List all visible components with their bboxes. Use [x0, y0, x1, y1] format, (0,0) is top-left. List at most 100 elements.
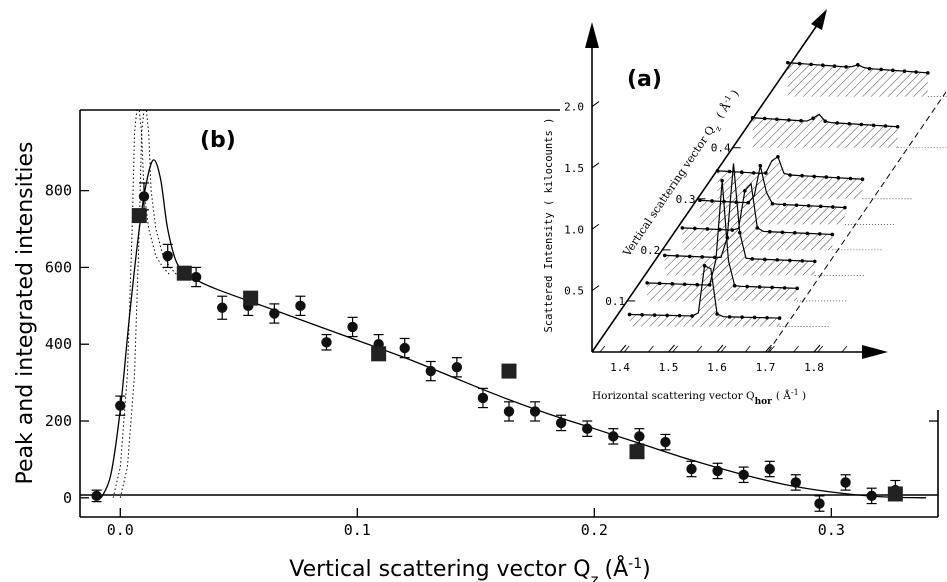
a-trace-point: [782, 286, 787, 290]
b-square-point: [243, 290, 259, 306]
b-ylabel: Peak and integrated intensities: [13, 142, 38, 485]
a-xtick-label: 1.8: [804, 361, 824, 374]
a-xtick-minor: [720, 345, 727, 353]
a-trace-point: [770, 201, 775, 206]
a-trace-point: [871, 123, 876, 128]
a-xtick: [668, 344, 675, 353]
b-square-points: [131, 208, 903, 502]
a-xtick-minor: [696, 345, 703, 353]
a-trace-point: [806, 203, 811, 208]
a-ytick-label: 1.0: [564, 223, 584, 236]
a-trace-point: [734, 200, 738, 204]
a-trace-point: [832, 64, 837, 68]
b-square-point: [501, 363, 517, 379]
a-intensity-arrow: [585, 22, 599, 48]
b-xlabel: Vertical scattering vector Qz (Å-1): [289, 555, 650, 582]
a-trace-point: [757, 285, 762, 289]
a-trace-point: [665, 313, 669, 318]
b-ytick-label: 800: [45, 182, 72, 200]
a-trace-hatch: [752, 114, 898, 148]
a-trace-point: [682, 282, 687, 287]
a-trace-point: [745, 284, 749, 289]
b-circle-point: [608, 431, 619, 442]
a-ylabel: Scattered Intensity ( kilocounts ): [543, 118, 555, 333]
a-trace-point: [765, 315, 769, 320]
a-trace-point: [782, 202, 787, 207]
a-trace-point: [800, 173, 804, 178]
a-ztick-label: 0.4: [711, 142, 731, 155]
a-trace-point: [722, 199, 726, 204]
a-xtick-minor: [648, 345, 654, 353]
a-trace-point: [657, 281, 662, 286]
a-trace-hatch: [699, 165, 845, 225]
b-ytick-label: 0: [63, 489, 72, 507]
a-trace-point: [670, 282, 674, 286]
a-horizontal-arrow: [862, 345, 888, 359]
a-trace-point: [830, 232, 835, 237]
a-trace-point: [809, 62, 813, 67]
a-trace-point: [800, 259, 805, 263]
a-xtick-minor: [769, 345, 775, 353]
b-circle-point: [738, 469, 749, 480]
a-trace-point: [823, 119, 827, 124]
b-dotted-line-2: [112, 109, 171, 498]
b-circle-point: [814, 498, 825, 509]
b-circle-point: [764, 463, 775, 475]
a-trace-point: [752, 315, 757, 320]
a-xtick-minor: [672, 345, 678, 353]
b-circle-point: [634, 431, 645, 442]
a-trace-point: [739, 170, 744, 175]
b-circle-point: [686, 463, 697, 475]
a-trace-point: [751, 171, 756, 175]
a-trace-point: [770, 285, 774, 290]
a-trace-hatch: [664, 163, 815, 276]
a-trace-point: [675, 254, 680, 258]
panel-a-label: (a): [627, 67, 662, 92]
b-circle-point: [866, 490, 877, 502]
a-trace-point: [794, 203, 799, 207]
a-ztick-label: 0.3: [676, 193, 696, 206]
a-trace-point: [836, 176, 841, 180]
a-trace-point: [847, 121, 852, 126]
a-trace-point: [795, 286, 799, 291]
a-trace-point: [727, 169, 732, 174]
b-circle-point: [425, 365, 436, 377]
a-trace-point: [824, 175, 829, 179]
b-xtick-label: 0.1: [344, 521, 371, 539]
a-ytick-label: 2.0: [564, 101, 584, 114]
a-trace-point: [712, 255, 717, 260]
a-ytick: [591, 285, 600, 292]
a-qz-axis: [591, 17, 823, 353]
a-trace-point: [780, 230, 785, 235]
a-ytick: [591, 101, 600, 107]
a-xtick-label: 1.4: [610, 361, 630, 374]
b-axes: 0 200 400 600 800 0.0 0.1 0.2 0.3: [45, 182, 938, 539]
b-circle-point: [399, 342, 410, 354]
a-trace-point: [805, 231, 810, 236]
b-square-point: [371, 346, 387, 362]
b-square-point: [629, 444, 645, 460]
b-square-point: [131, 208, 147, 224]
b-circle-point: [295, 300, 306, 312]
a-trace-point: [750, 115, 755, 120]
a-xtick: [813, 344, 821, 353]
b-circle-point: [321, 337, 332, 348]
a-trace-point: [710, 199, 714, 203]
a-trace-point: [727, 315, 732, 319]
a-trace-point: [695, 282, 699, 287]
panel-b: 0 200 400 600 800 0.0 0.1 0.2 0.3 (b) Peak and i…: [13, 109, 939, 582]
a-trace-point: [860, 177, 865, 182]
b-circle-point: [91, 490, 102, 502]
a-trace-point: [799, 118, 803, 123]
b-circle-point: [269, 308, 280, 319]
a-trace-point: [777, 316, 782, 320]
a-trace-point: [662, 253, 667, 258]
a-trace-point: [831, 205, 835, 209]
a-trace-point: [746, 200, 751, 205]
a-ytick: [591, 162, 600, 169]
a-xtick-minor: [744, 345, 751, 353]
a-trace-point: [818, 204, 823, 209]
b-ytick-label: 200: [45, 412, 72, 430]
a-trace-point: [926, 71, 930, 75]
